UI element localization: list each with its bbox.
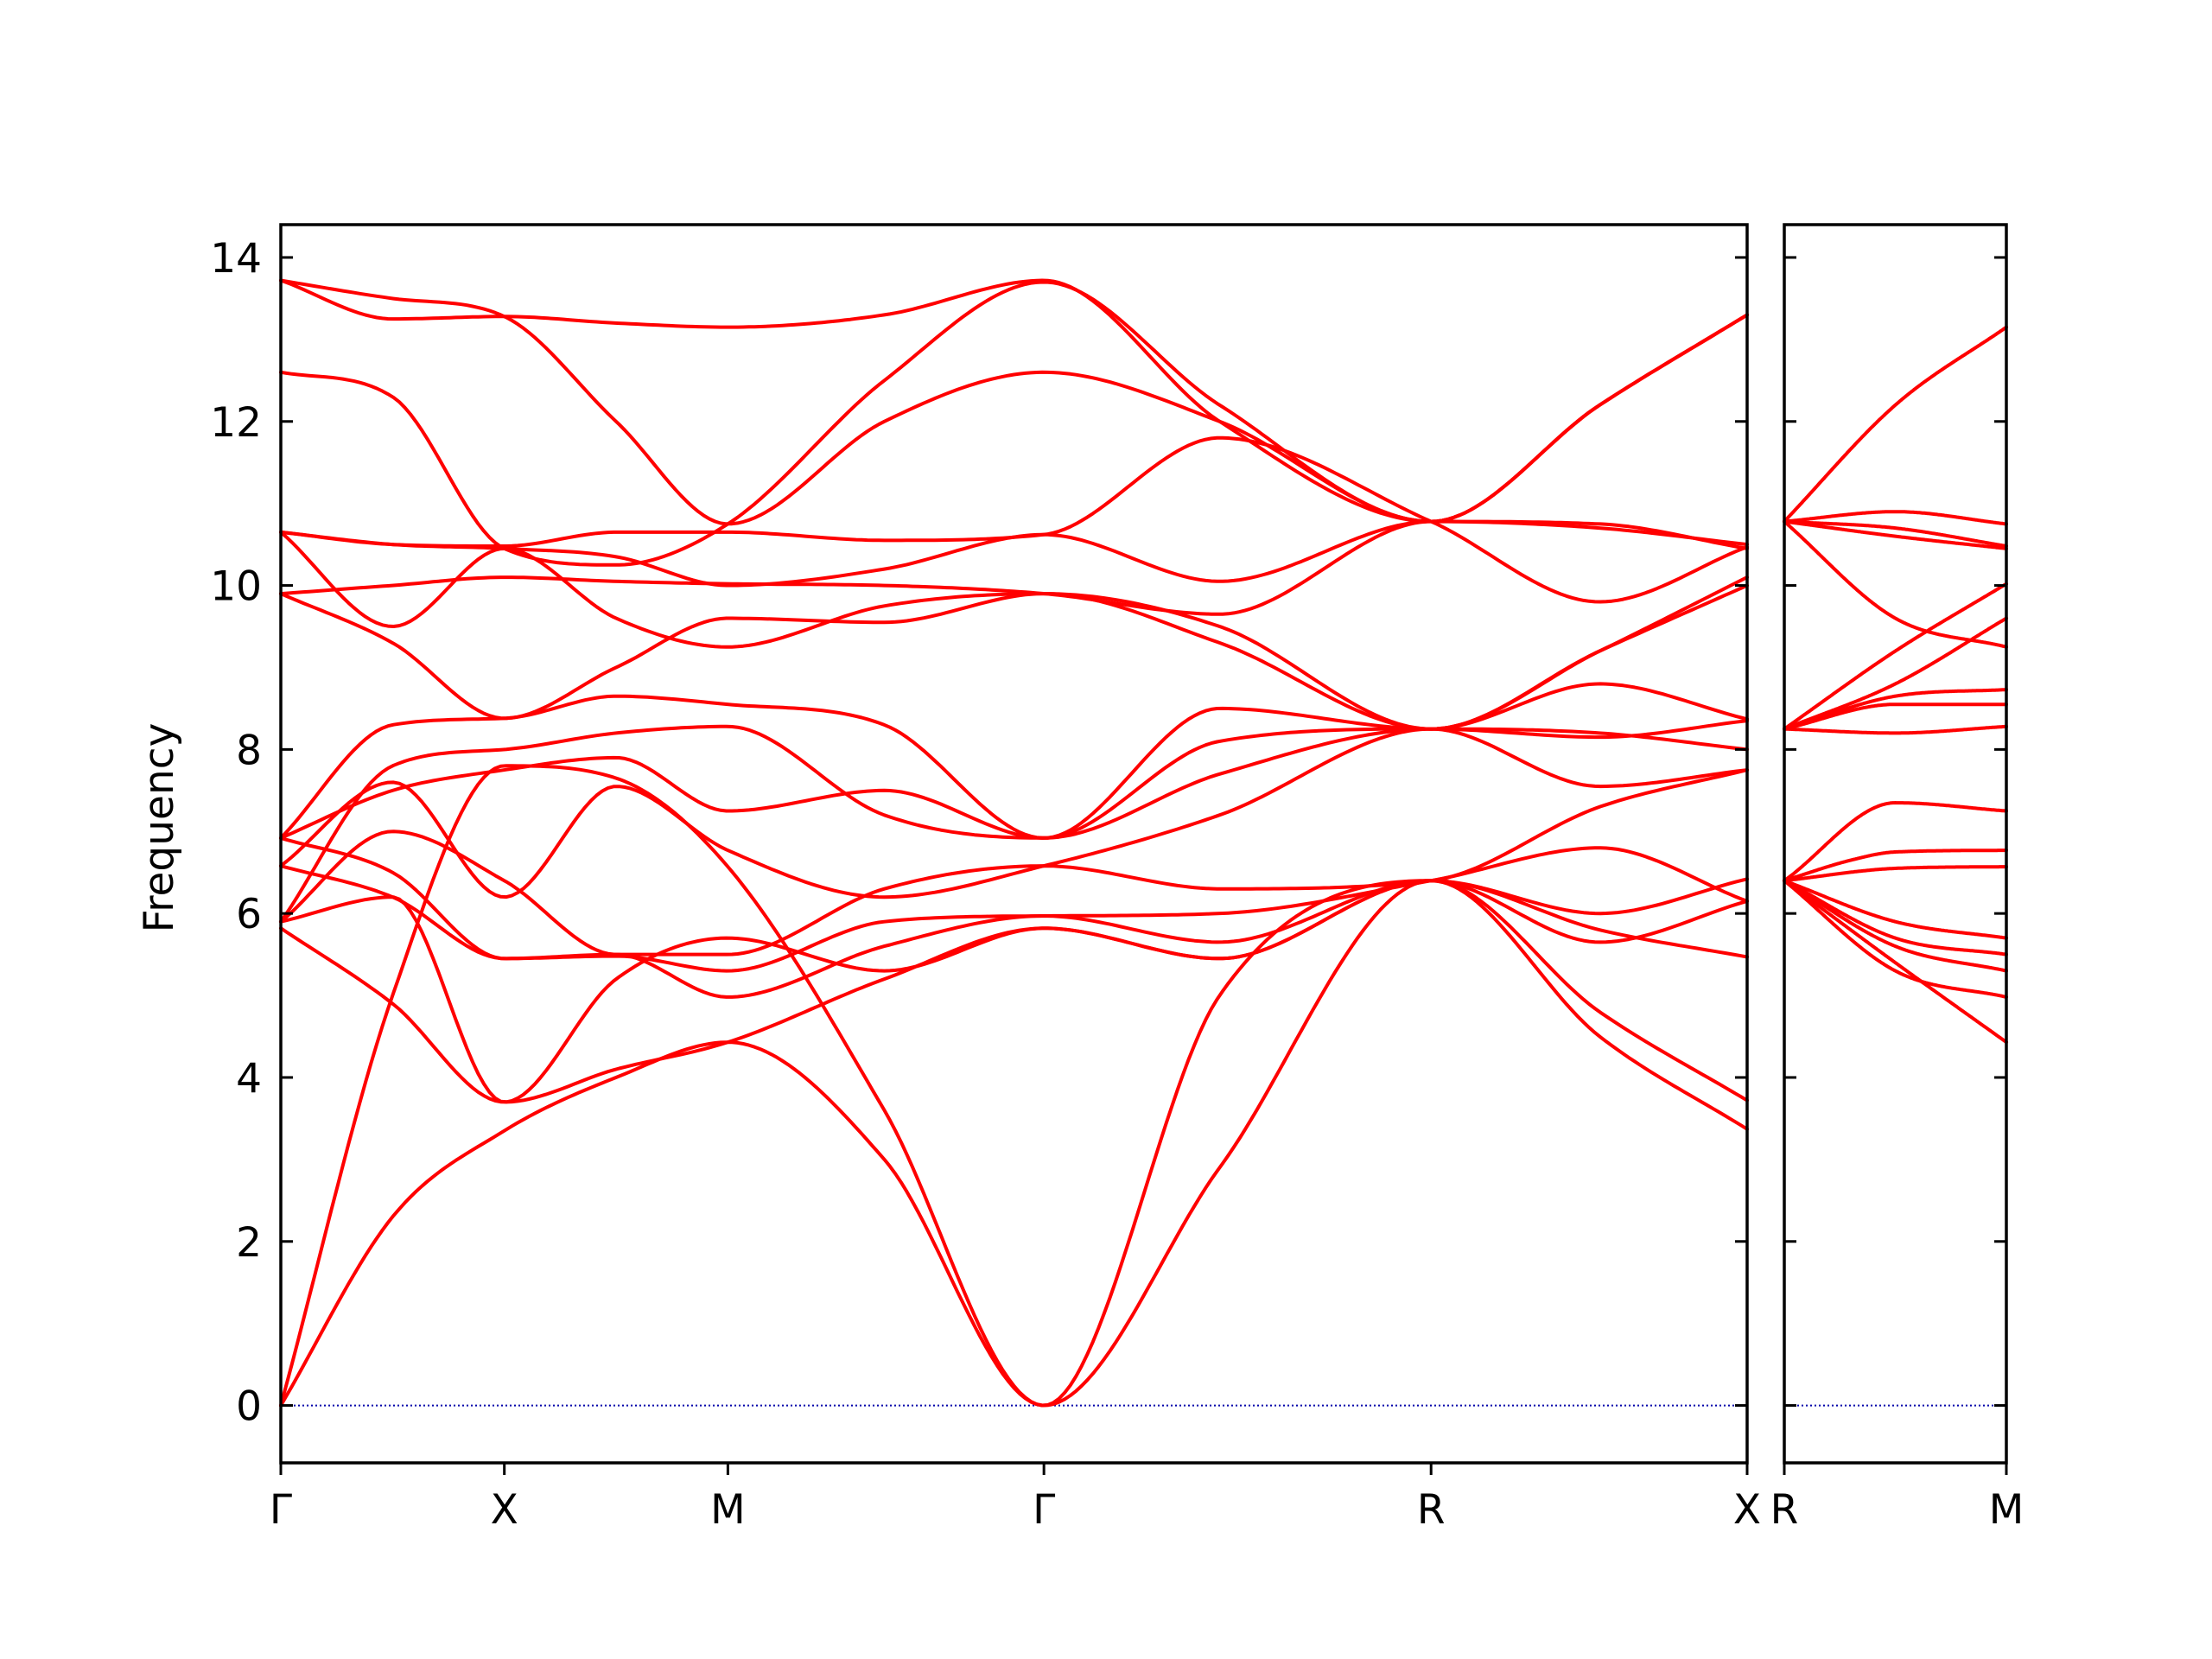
phonon-band-3 [279, 879, 1749, 1104]
phonon-band-6 [279, 836, 1749, 973]
phonon-band-13 [1783, 582, 2008, 731]
phonon-band-3 [1783, 879, 2008, 973]
phonon-band-12 [279, 583, 1749, 731]
x-tick-label: M [1989, 1486, 2024, 1534]
phonon-band-8 [279, 727, 1749, 899]
phonon-band-8 [1783, 801, 2008, 883]
axes-frame [1783, 223, 2008, 1465]
phonon-band-2 [279, 764, 1749, 1408]
y-tick-label: 6 [236, 891, 262, 938]
phonon-band-7 [1783, 849, 2008, 883]
phonon-band-11 [1783, 688, 2008, 731]
phonon-band-6 [1783, 865, 2008, 883]
phonon-band-10 [1783, 702, 2008, 731]
phonon-band-5 [1783, 879, 2008, 940]
phonon-band-16 [1783, 519, 2008, 548]
phonon-band-18 [1783, 325, 2008, 524]
y-tick-label: 10 [210, 563, 262, 611]
x-tick-label: R [1417, 1486, 1446, 1534]
phonon-band-10 [279, 719, 1749, 924]
x-tick-label: X [491, 1486, 518, 1534]
y-tick-label: 0 [236, 1383, 262, 1431]
phonon-band-4 [279, 879, 1749, 1104]
phonon-band-9 [1783, 724, 2008, 735]
panel-1: 0 2 4 6 8 10 12 14 Γ X M Γ R X [210, 223, 1761, 1534]
phonon-band-14 [1783, 519, 2008, 649]
phonon-band-13 [279, 530, 1749, 731]
phonon-band-16 [279, 435, 1749, 604]
y-tick-label: 4 [236, 1055, 262, 1103]
phonon-band-4 [1783, 879, 2008, 957]
phonon-band-15 [1783, 519, 2008, 550]
x-tick-label: M [710, 1486, 746, 1534]
y-tick-label: 8 [236, 727, 262, 774]
phonon-band-7 [279, 768, 1749, 957]
x-tick-label: X [1733, 1486, 1761, 1534]
phonon-band-17 [1783, 510, 2008, 526]
phonon-band-1 [1783, 879, 2008, 1045]
y-axis-label: Frequency [136, 723, 183, 933]
axes-frame [279, 223, 1749, 1465]
phonon-band-19 [279, 278, 1749, 526]
phonon-band-2 [1783, 879, 2008, 999]
x-tick-label: R [1770, 1486, 1799, 1534]
phonon-band-9 [279, 727, 1749, 840]
x-tick-label: Γ [1033, 1486, 1055, 1534]
phonon-band-12 [1783, 616, 2008, 731]
phonon-band-11 [279, 682, 1749, 840]
y-tick-label: 2 [236, 1219, 262, 1267]
x-tick-label: Γ [270, 1486, 292, 1534]
y-tick-label: 14 [210, 235, 262, 283]
y-tick-label: 12 [210, 399, 262, 447]
